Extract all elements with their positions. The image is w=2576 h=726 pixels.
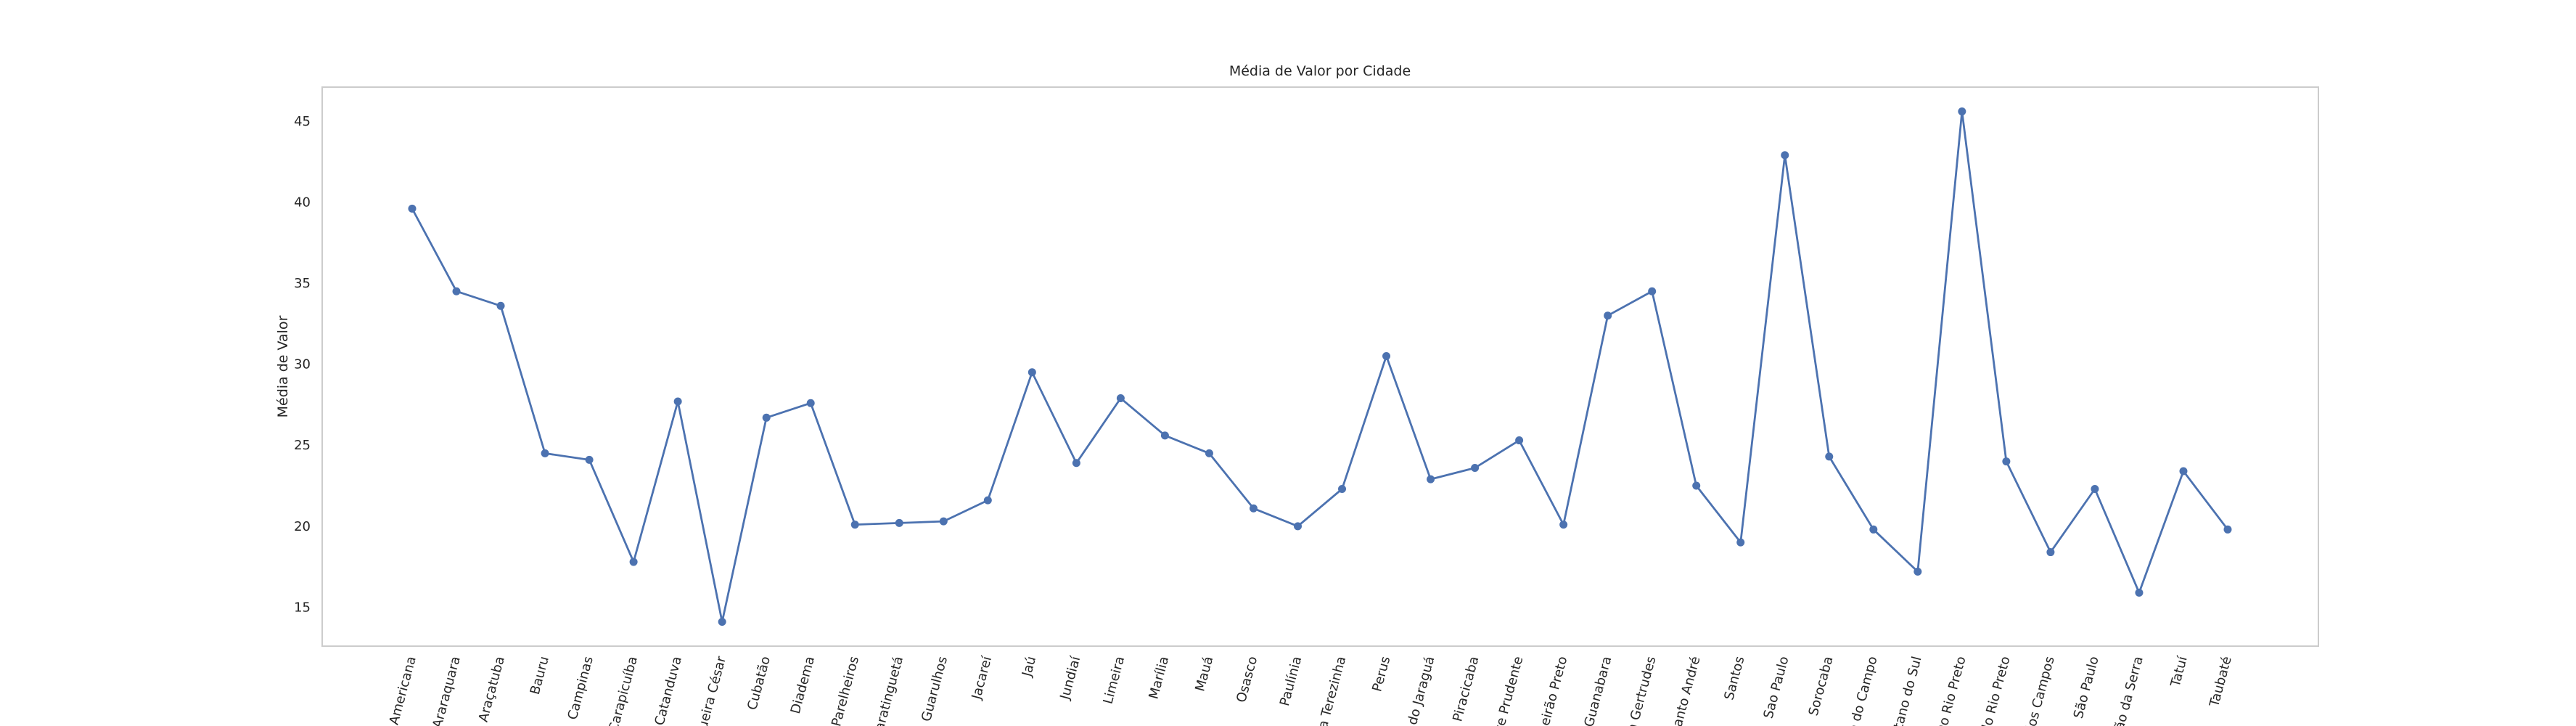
data-point bbox=[541, 449, 549, 457]
data-point bbox=[983, 496, 992, 505]
data-point bbox=[1692, 481, 1701, 490]
data-point bbox=[1338, 485, 1347, 494]
x-tick-label: Limeira bbox=[1101, 655, 1128, 706]
data-point bbox=[496, 301, 505, 310]
data-point bbox=[939, 517, 948, 526]
y-tick-label: 15 bbox=[294, 600, 311, 615]
x-tick-label: ta Gertrudes bbox=[1623, 655, 1660, 726]
data-point bbox=[408, 204, 417, 213]
x-tick-label: -Parelheiros bbox=[827, 655, 862, 726]
data-point bbox=[1072, 459, 1080, 468]
data-point bbox=[1382, 351, 1391, 360]
data-point bbox=[1160, 431, 1169, 440]
data-point bbox=[1958, 107, 1966, 115]
data-point bbox=[1825, 452, 1834, 461]
x-tick-label: Do Rio Preto bbox=[1934, 655, 1969, 726]
x-tick-label: d Guanabara bbox=[1578, 655, 1615, 726]
data-point bbox=[1471, 463, 1480, 472]
data-point bbox=[2223, 525, 2232, 534]
y-tick-label: 40 bbox=[294, 195, 311, 210]
x-tick-label: Marília bbox=[1146, 655, 1172, 701]
x-tick-label: dos Campos bbox=[2022, 655, 2058, 726]
data-point bbox=[2091, 485, 2099, 494]
x-tick-label: Guarulhos bbox=[919, 655, 951, 723]
y-tick-label: 30 bbox=[294, 357, 311, 372]
x-tick-label: Americana bbox=[387, 655, 419, 726]
data-line bbox=[411, 110, 2229, 623]
x-tick-label: Araçatuba bbox=[476, 655, 508, 724]
data-point bbox=[1648, 287, 1657, 295]
y-axis-label: Média de Valor bbox=[275, 315, 291, 417]
data-point bbox=[850, 521, 859, 529]
x-tick-label: Jacareí bbox=[969, 654, 995, 702]
data-point bbox=[1869, 525, 1878, 534]
x-tick-label: Bauru bbox=[528, 655, 552, 696]
x-tick-label: Sorocaba bbox=[1806, 655, 1837, 717]
x-tick-label: sta Terezinha bbox=[1312, 655, 1349, 726]
x-tick-label: queira César bbox=[693, 654, 729, 726]
data-point bbox=[1427, 475, 1435, 484]
data-point bbox=[673, 397, 682, 406]
data-point bbox=[629, 558, 638, 566]
data-point bbox=[1781, 151, 1789, 160]
x-tick-label: São Paulo bbox=[2071, 655, 2102, 720]
x-tick-label: Sao Paulo bbox=[1761, 655, 1792, 720]
data-point bbox=[806, 399, 815, 407]
data-point bbox=[762, 413, 771, 422]
data-point bbox=[1913, 567, 1922, 576]
x-tick-label: Araraquara bbox=[430, 655, 464, 726]
x-tick-label: Diadema bbox=[788, 655, 818, 716]
x-tick-label: ibeirão Preto bbox=[1535, 655, 1571, 726]
data-point bbox=[1205, 449, 1213, 457]
data-point bbox=[1027, 368, 1036, 377]
x-tick-label: Osasco bbox=[1234, 655, 1260, 704]
x-tick-label: Campinas bbox=[565, 655, 596, 722]
y-tick-label: 25 bbox=[294, 438, 311, 453]
data-point bbox=[1559, 521, 1568, 529]
x-tick-label: Tatuí bbox=[2167, 654, 2191, 689]
x-tick-label: o do Campo bbox=[1845, 655, 1880, 726]
x-tick-label: Jaú bbox=[1019, 655, 1039, 679]
x-tick-label: Perus bbox=[1369, 655, 1393, 693]
x-tick-label: Taubaté bbox=[2207, 655, 2235, 709]
x-tick-label: Mauá bbox=[1192, 655, 1216, 693]
data-point bbox=[1736, 538, 1745, 547]
data-point bbox=[2046, 548, 2055, 557]
y-tick-label: 35 bbox=[294, 276, 311, 291]
data-point bbox=[895, 518, 903, 527]
x-tick-label: o do Jaraguá bbox=[1402, 655, 1438, 726]
x-tick-label: etano do Sul bbox=[1889, 655, 1925, 726]
x-tick-label: Jundiaí bbox=[1057, 654, 1083, 702]
data-point bbox=[2179, 467, 2188, 476]
y-tick-label: 20 bbox=[294, 519, 311, 534]
data-point bbox=[1604, 311, 1612, 320]
x-tick-label: Santos bbox=[1721, 655, 1747, 702]
x-tick-label: Cubatão bbox=[745, 655, 774, 711]
data-point bbox=[1116, 394, 1125, 403]
x-tick-label: uaratinguetá bbox=[870, 655, 906, 726]
x-tick-label: oão da Serra bbox=[2110, 655, 2146, 726]
plot-frame bbox=[321, 86, 2319, 647]
data-point bbox=[452, 287, 461, 295]
data-point bbox=[2135, 588, 2144, 597]
data-point bbox=[1515, 436, 1524, 445]
data-point bbox=[585, 455, 594, 464]
data-point bbox=[1249, 504, 1258, 513]
data-point bbox=[718, 618, 726, 627]
y-tick-label: 45 bbox=[294, 114, 311, 129]
x-tick-label: Carapicuíba bbox=[606, 655, 641, 726]
x-tick-label: Piracicaba bbox=[1450, 655, 1482, 723]
x-tick-label: Paulínia bbox=[1277, 655, 1305, 708]
x-tick-label: do Rio Preto bbox=[1978, 655, 2014, 726]
x-tick-label: Santo André bbox=[1668, 655, 1704, 726]
x-tick-label: Catanduva bbox=[652, 655, 685, 726]
chart-title: Média de Valor por Cidade bbox=[1229, 63, 1411, 79]
x-tick-label: ente Prudente bbox=[1488, 655, 1526, 726]
data-point bbox=[2002, 457, 2011, 466]
data-point bbox=[1293, 522, 1302, 531]
